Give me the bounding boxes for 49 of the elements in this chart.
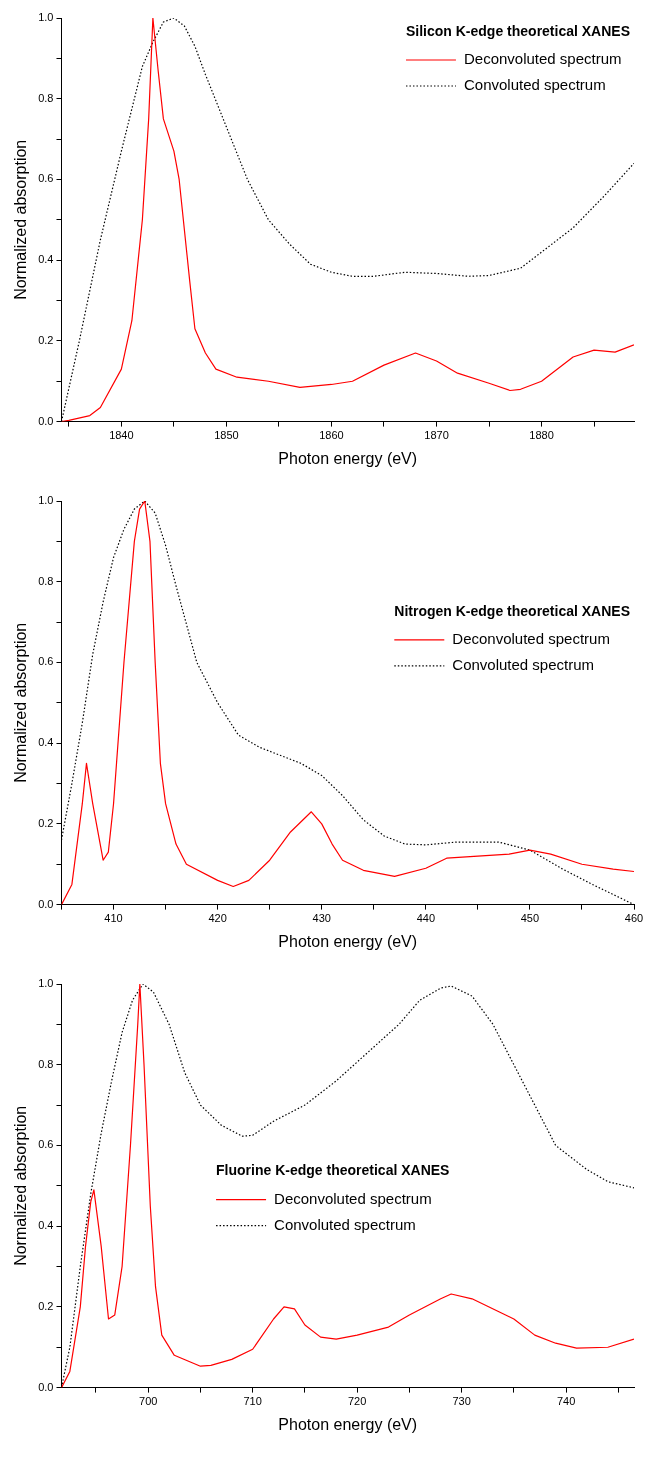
x-tick-label: 1880 [529, 429, 554, 442]
y-tick-label: 0.6 [38, 1138, 54, 1151]
x-axis-title: Photon energy (eV) [278, 449, 418, 467]
legend-label: Convoluted spectrum [274, 1215, 416, 1233]
x-tick-label: 740 [556, 1395, 576, 1408]
x-tick-label: 410 [104, 912, 123, 925]
x-axis-title: Photon energy (eV) [278, 1415, 418, 1433]
x-tick-label: 1850 [214, 429, 239, 442]
y-tick-label: 0.2 [38, 816, 54, 829]
y-tick-label: 1.0 [38, 494, 54, 507]
x-tick-label: 720 [347, 1395, 367, 1408]
y-axis-title: Normalized absorption [12, 139, 30, 300]
y-tick-label: 0.6 [38, 172, 54, 185]
x-tick-label: 430 [312, 912, 331, 925]
x-tick-label: 730 [452, 1395, 471, 1408]
x-axis-title: Photon energy (eV) [278, 932, 418, 950]
x-tick-label: 420 [208, 912, 227, 925]
y-axis-title: Normalized absorption [12, 1105, 30, 1266]
x-tick-label: 710 [243, 1395, 262, 1408]
y-tick-label: 0.0 [38, 897, 54, 910]
legend-label: Convoluted spectrum [452, 656, 595, 674]
y-tick-label: 1.0 [38, 11, 54, 24]
x-tick-label: 1860 [319, 429, 344, 442]
y-tick-label: 0.2 [38, 333, 54, 346]
y-tick-label: 0.4 [38, 253, 54, 266]
x-tick-label: 460 [624, 912, 644, 925]
x-tick-label: 1870 [424, 429, 449, 442]
y-tick-label: 0.4 [38, 1219, 54, 1232]
x-tick-label: 700 [139, 1395, 158, 1408]
legend-label: Deconvoluted spectrum [274, 1189, 432, 1207]
y-tick-label: 0.0 [38, 1380, 54, 1393]
y-tick-label: 0.2 [38, 1299, 54, 1312]
legend-label: Deconvoluted spectrum [452, 630, 610, 648]
y-tick-label: 1.0 [38, 977, 54, 990]
y-tick-label: 0.8 [38, 574, 54, 587]
x-tick-label: 1840 [109, 429, 134, 442]
y-tick-label: 0.4 [38, 736, 54, 749]
legend-label: Convoluted spectrum [463, 76, 606, 94]
y-tick-label: 0.8 [38, 1057, 54, 1070]
y-tick-label: 0.6 [38, 655, 54, 668]
x-tick-label: 450 [520, 912, 540, 925]
legend-title: Nitrogen K-edge theoretical XANES [394, 602, 630, 619]
legend-title: Fluorine K-edge theoretical XANES [216, 1162, 450, 1179]
x-tick-label: 440 [416, 912, 435, 925]
legend-label: Deconvoluted spectrum [463, 50, 622, 68]
y-tick-label: 0.8 [38, 91, 54, 104]
y-tick-label: 0.0 [38, 414, 54, 427]
legend-title: Silicon K-edge theoretical XANES [405, 22, 631, 39]
y-axis-title: Normalized absorption [12, 622, 30, 783]
